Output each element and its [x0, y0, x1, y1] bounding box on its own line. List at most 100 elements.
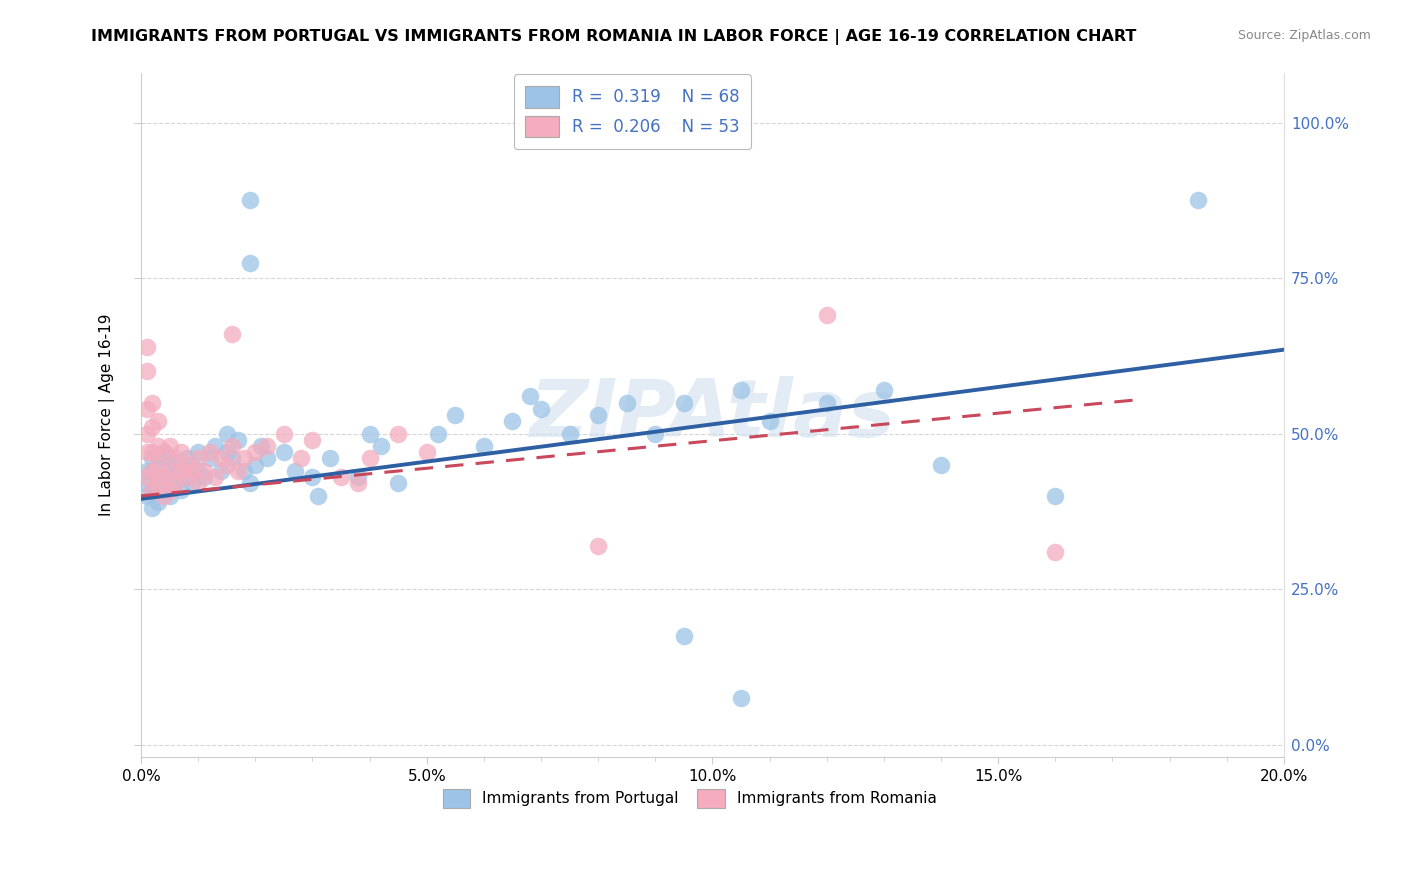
- Point: [273, 426, 295, 441]
- Point: [135, 401, 157, 416]
- Point: [215, 426, 238, 441]
- Point: [427, 426, 450, 441]
- Point: [204, 470, 226, 484]
- Point: [245, 458, 267, 472]
- Point: [873, 383, 896, 397]
- Point: [181, 458, 204, 472]
- Point: [290, 451, 312, 466]
- Point: [141, 483, 163, 497]
- Point: [153, 445, 176, 459]
- Point: [215, 445, 238, 459]
- Point: [359, 451, 381, 466]
- Point: [159, 489, 181, 503]
- Point: [558, 426, 581, 441]
- Point: [135, 464, 157, 478]
- Point: [416, 445, 439, 459]
- Point: [586, 539, 609, 553]
- Point: [232, 464, 254, 478]
- Point: [153, 489, 176, 503]
- Text: ZIPAtlas: ZIPAtlas: [529, 376, 896, 454]
- Point: [929, 458, 952, 472]
- Point: [135, 364, 157, 378]
- Point: [135, 476, 157, 491]
- Point: [159, 464, 181, 478]
- Point: [141, 445, 163, 459]
- Point: [245, 445, 267, 459]
- Point: [170, 464, 193, 478]
- Point: [370, 439, 392, 453]
- Point: [387, 476, 409, 491]
- Point: [170, 483, 193, 497]
- Point: [284, 464, 307, 478]
- Point: [153, 470, 176, 484]
- Point: [239, 476, 262, 491]
- Point: [135, 489, 157, 503]
- Point: [1045, 489, 1067, 503]
- Point: [181, 476, 204, 491]
- Point: [444, 408, 467, 422]
- Point: [148, 495, 170, 509]
- Point: [193, 464, 215, 478]
- Point: [730, 383, 752, 397]
- Point: [141, 451, 163, 466]
- Y-axis label: In Labor Force | Age 16-19: In Labor Force | Age 16-19: [100, 314, 115, 516]
- Point: [256, 439, 278, 453]
- Point: [165, 476, 187, 491]
- Point: [148, 476, 170, 491]
- Point: [141, 483, 163, 497]
- Point: [141, 464, 163, 478]
- Point: [586, 408, 609, 422]
- Point: [330, 470, 353, 484]
- Point: [135, 340, 157, 354]
- Point: [159, 439, 181, 453]
- Point: [135, 426, 157, 441]
- Point: [141, 395, 163, 409]
- Point: [301, 433, 323, 447]
- Point: [644, 426, 666, 441]
- Point: [153, 464, 176, 478]
- Legend: Immigrants from Portugal, Immigrants from Romania: Immigrants from Portugal, Immigrants fro…: [436, 782, 943, 814]
- Point: [198, 451, 221, 466]
- Point: [221, 451, 243, 466]
- Point: [1045, 545, 1067, 559]
- Point: [221, 327, 243, 342]
- Point: [530, 401, 553, 416]
- Point: [198, 445, 221, 459]
- Point: [148, 414, 170, 428]
- Point: [135, 470, 157, 484]
- Point: [141, 464, 163, 478]
- Point: [387, 426, 409, 441]
- Point: [159, 470, 181, 484]
- Point: [239, 255, 262, 269]
- Point: [148, 439, 170, 453]
- Point: [141, 420, 163, 434]
- Point: [165, 458, 187, 472]
- Point: [170, 464, 193, 478]
- Point: [141, 501, 163, 516]
- Point: [215, 458, 238, 472]
- Point: [359, 426, 381, 441]
- Point: [176, 470, 198, 484]
- Point: [170, 445, 193, 459]
- Point: [318, 451, 340, 466]
- Point: [148, 451, 170, 466]
- Text: IMMIGRANTS FROM PORTUGAL VS IMMIGRANTS FROM ROMANIA IN LABOR FORCE | AGE 16-19 C: IMMIGRANTS FROM PORTUGAL VS IMMIGRANTS F…: [91, 29, 1137, 45]
- Point: [153, 483, 176, 497]
- Point: [472, 439, 495, 453]
- Point: [232, 451, 254, 466]
- Point: [193, 470, 215, 484]
- Point: [815, 395, 838, 409]
- Point: [221, 439, 243, 453]
- Point: [256, 451, 278, 466]
- Point: [209, 464, 232, 478]
- Point: [181, 464, 204, 478]
- Point: [176, 470, 198, 484]
- Point: [226, 433, 249, 447]
- Point: [307, 489, 329, 503]
- Point: [187, 445, 209, 459]
- Point: [239, 194, 262, 208]
- Point: [165, 476, 187, 491]
- Point: [672, 395, 695, 409]
- Point: [148, 458, 170, 472]
- Point: [159, 451, 181, 466]
